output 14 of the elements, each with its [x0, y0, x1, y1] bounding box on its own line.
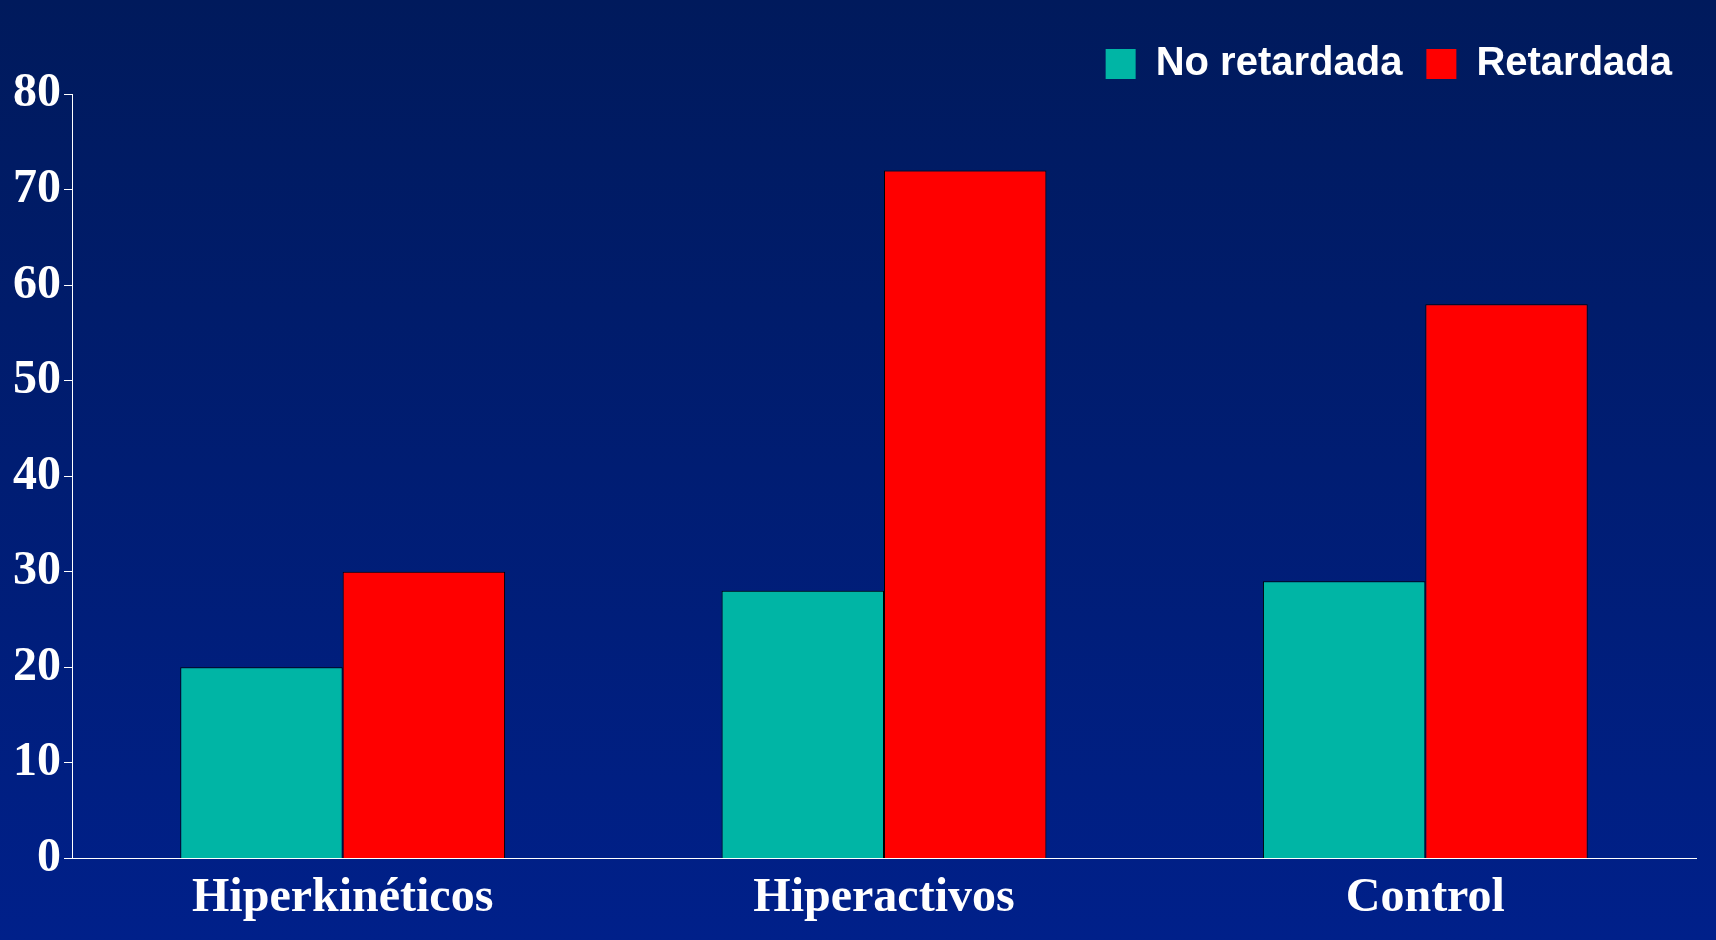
y-tick-label: 30 — [13, 541, 61, 595]
y-tick-label: 50 — [13, 350, 61, 404]
y-tick-label: 10 — [13, 732, 61, 786]
x-tick-label: Control — [1345, 867, 1505, 921]
y-tick-label: 40 — [13, 445, 61, 499]
legend-label: No retardada — [1155, 39, 1404, 84]
legend-label: Retardada — [1476, 39, 1673, 84]
x-tick-label: Hiperactivos — [753, 867, 1015, 921]
y-tick-label: 80 — [13, 63, 61, 117]
y-tick-label: 70 — [13, 158, 61, 212]
y-tick-label: 60 — [13, 254, 61, 308]
y-tick-label: 0 — [37, 827, 61, 881]
y-tick-label: 20 — [13, 636, 61, 690]
x-tick-label: Hiperkinéticos — [192, 867, 494, 921]
